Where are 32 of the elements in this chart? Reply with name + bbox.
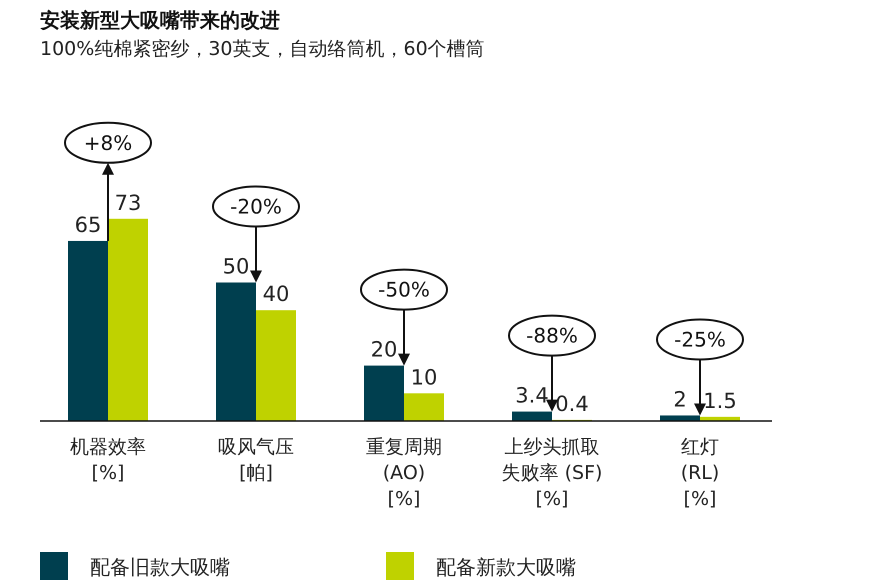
bar <box>660 415 700 421</box>
bar <box>404 393 444 421</box>
bar <box>216 282 256 421</box>
bar <box>256 310 296 421</box>
x-tick-label: 红灯 (RL) [%] <box>680 436 720 510</box>
text: +8% <box>84 130 132 155</box>
x-tick-label: 机器效率 [%] <box>70 436 146 484</box>
bar <box>512 412 552 421</box>
legend-label: 配备旧款大吸嘴 <box>90 555 230 579</box>
text: -20% <box>230 194 282 218</box>
bar <box>364 366 404 421</box>
data-label: 50 <box>222 254 250 278</box>
legend-label: 配备新款大吸嘴 <box>436 555 576 579</box>
bar <box>68 240 108 421</box>
x-tick-label: 上纱头抓取失败率 (SF) [%] <box>502 436 602 510</box>
data-label: 40 <box>262 282 290 306</box>
data-label: 2 <box>673 387 687 412</box>
annotation: -50% <box>378 278 430 302</box>
bar <box>108 218 148 421</box>
data-label: 3.4 <box>515 384 549 408</box>
x-tick-label: 重复周期 (AO) [%] <box>366 436 442 510</box>
data-label: 20 <box>370 338 398 362</box>
annotation: -88% <box>526 324 578 348</box>
data-label: 0.4 <box>555 392 589 416</box>
data-label: 1.5 <box>703 388 737 413</box>
data-label: 65 <box>74 212 102 237</box>
x-tick-label: 吸风气压 [帕] <box>218 436 294 484</box>
chart-subtitle: 100%纯棉紧密纱，30英支，自动络筒机，60个槽筒 <box>40 38 485 60</box>
data-label: 73 <box>114 190 142 215</box>
chart-title: 安装新型大吸嘴带来的改进 <box>40 8 280 32</box>
annotation: -25% <box>674 327 726 352</box>
data-label: 10 <box>410 365 438 390</box>
